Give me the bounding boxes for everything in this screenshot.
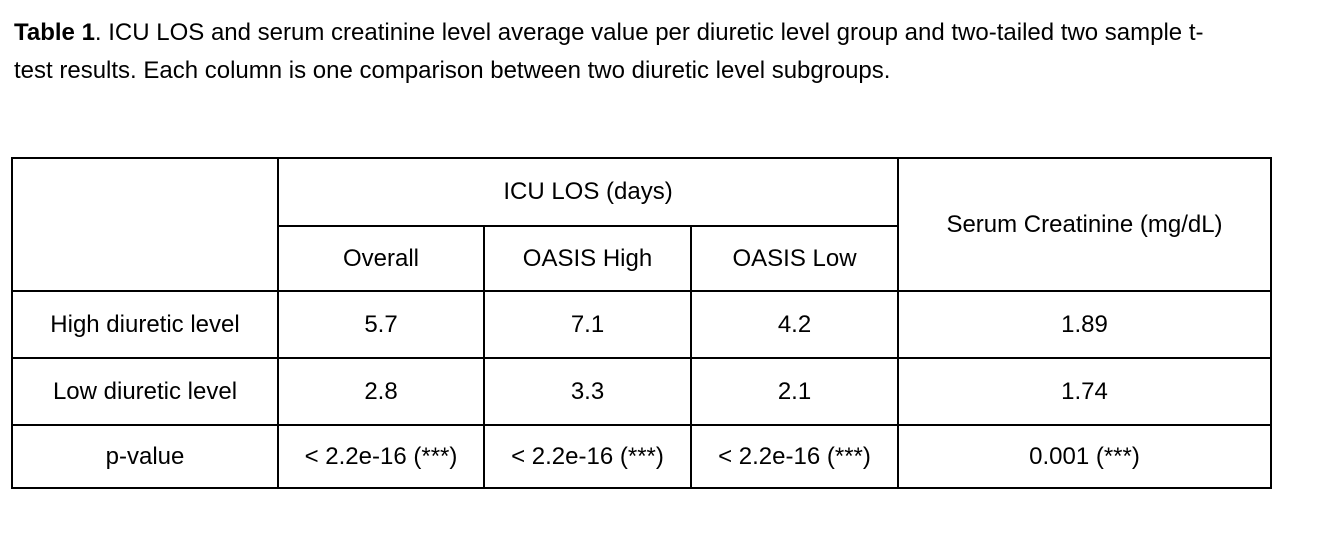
header-row-subcolumns: Overall OASIS High OASIS Low [12,225,1271,292]
cell-low-overall: 2.8 [277,357,485,426]
cell-high-creatinine: 1.89 [897,290,1272,359]
table-caption: Table 1. ICU LOS and serum creatinine le… [14,14,1204,90]
table-caption-text: . ICU LOS and serum creatinine level ave… [14,19,1204,84]
corner-cell [11,157,279,292]
col-header-overall: Overall [277,225,485,292]
results-table: ICU LOS (days) Serum Creatinine (mg/dL) … [11,157,1272,489]
cell-pvalue-overall: < 2.2e-16 (***) [277,424,485,489]
table-row-low-diuretic: Low diuretic level 2.8 3.3 2.1 1.74 [11,357,1272,426]
table-row-high-diuretic: High diuretic level 5.7 7.1 4.2 1.89 [11,290,1272,359]
col-header-oasis-high: OASIS High [483,225,692,292]
header-row-group: ICU LOS (days) Serum Creatinine (mg/dL) [11,157,1272,292]
cell-low-oasis-low: 2.1 [690,357,899,426]
cell-high-oasis-low: 4.2 [690,290,899,359]
table-row-p-value: p-value < 2.2e-16 (***) < 2.2e-16 (***) … [11,424,1272,489]
cell-pvalue-oasis-high: < 2.2e-16 (***) [483,424,692,489]
table-caption-label: Table 1 [14,19,95,46]
row-label-high-diuretic: High diuretic level [11,290,279,359]
cell-pvalue-oasis-low: < 2.2e-16 (***) [690,424,899,489]
row-label-low-diuretic: Low diuretic level [11,357,279,426]
serum-creatinine-header: Serum Creatinine (mg/dL) [897,157,1272,292]
row-label-p-value: p-value [11,424,279,489]
cell-high-overall: 5.7 [277,290,485,359]
icu-los-group-header: ICU LOS (days) [277,157,899,227]
col-header-oasis-low: OASIS Low [690,225,899,292]
cell-pvalue-creatinine: 0.001 (***) [897,424,1272,489]
cell-high-oasis-high: 7.1 [483,290,692,359]
cell-low-oasis-high: 3.3 [483,357,692,426]
cell-low-creatinine: 1.74 [897,357,1272,426]
